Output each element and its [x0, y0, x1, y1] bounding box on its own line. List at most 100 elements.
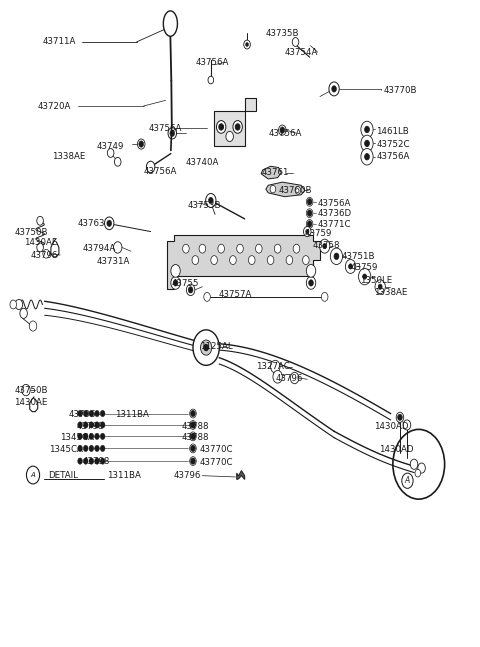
Circle shape — [15, 300, 23, 309]
Polygon shape — [261, 166, 281, 179]
Circle shape — [322, 292, 328, 302]
Circle shape — [306, 276, 316, 289]
Circle shape — [173, 280, 178, 286]
Text: 43750B: 43750B — [14, 228, 48, 237]
Circle shape — [290, 372, 299, 384]
Circle shape — [193, 330, 219, 366]
Circle shape — [211, 256, 217, 265]
Circle shape — [359, 269, 371, 285]
Circle shape — [89, 422, 94, 428]
Circle shape — [84, 458, 88, 465]
Circle shape — [216, 120, 226, 133]
Text: 43753B: 43753B — [187, 201, 221, 210]
Circle shape — [208, 76, 214, 84]
Circle shape — [29, 321, 37, 331]
Text: 1311BA: 1311BA — [108, 470, 141, 479]
Circle shape — [273, 371, 282, 383]
Circle shape — [137, 139, 145, 149]
Text: DETAIL: DETAIL — [48, 470, 78, 479]
Circle shape — [89, 410, 94, 417]
Circle shape — [100, 422, 105, 428]
Circle shape — [219, 124, 224, 130]
Circle shape — [78, 458, 83, 465]
Circle shape — [78, 422, 83, 428]
Circle shape — [306, 219, 313, 228]
Text: 43794A: 43794A — [83, 244, 116, 253]
Text: 43756A: 43756A — [195, 58, 228, 67]
Circle shape — [170, 130, 175, 137]
Text: 43796: 43796 — [68, 410, 96, 419]
Circle shape — [365, 126, 369, 133]
Circle shape — [218, 245, 225, 253]
Circle shape — [95, 458, 99, 465]
Circle shape — [334, 253, 339, 259]
Circle shape — [410, 459, 418, 469]
Circle shape — [113, 242, 122, 253]
Circle shape — [323, 244, 326, 248]
Text: 1430AD: 1430AD — [379, 445, 413, 454]
Circle shape — [146, 161, 155, 173]
Circle shape — [375, 280, 385, 294]
Polygon shape — [167, 235, 320, 289]
Circle shape — [346, 259, 356, 274]
Text: A: A — [31, 472, 36, 478]
Circle shape — [204, 292, 210, 302]
Text: 43740A: 43740A — [186, 158, 219, 167]
Text: 43735B: 43735B — [266, 28, 300, 38]
Circle shape — [286, 256, 293, 265]
Circle shape — [361, 121, 373, 138]
Circle shape — [293, 245, 300, 253]
Circle shape — [10, 300, 16, 309]
Circle shape — [95, 422, 99, 428]
Text: 43770B: 43770B — [384, 85, 417, 94]
Circle shape — [330, 248, 343, 265]
Circle shape — [229, 256, 236, 265]
Circle shape — [255, 245, 262, 253]
Circle shape — [403, 420, 411, 430]
Circle shape — [84, 410, 88, 417]
Text: 1345CA: 1345CA — [49, 444, 84, 454]
Polygon shape — [214, 98, 256, 146]
Text: 43761: 43761 — [261, 168, 288, 177]
Text: 43763: 43763 — [78, 219, 105, 228]
Text: 43798: 43798 — [77, 422, 104, 432]
Circle shape — [114, 157, 121, 166]
Circle shape — [105, 217, 114, 230]
Text: 43798: 43798 — [83, 457, 110, 466]
Circle shape — [307, 221, 312, 227]
Text: 43756A: 43756A — [144, 167, 177, 176]
Circle shape — [233, 120, 242, 133]
Circle shape — [43, 249, 49, 258]
Circle shape — [361, 135, 373, 151]
Text: 1345CA: 1345CA — [60, 433, 94, 442]
Circle shape — [78, 445, 83, 452]
Circle shape — [244, 40, 251, 49]
Circle shape — [89, 433, 94, 439]
Circle shape — [20, 308, 27, 318]
Circle shape — [191, 410, 195, 417]
Circle shape — [306, 209, 313, 217]
Text: 43771C: 43771C — [318, 220, 351, 229]
Circle shape — [37, 216, 43, 225]
Circle shape — [205, 193, 216, 208]
Circle shape — [84, 433, 88, 439]
Circle shape — [306, 197, 313, 206]
Circle shape — [78, 433, 83, 439]
Text: 1311BA: 1311BA — [115, 410, 149, 419]
Circle shape — [320, 239, 330, 253]
Circle shape — [270, 185, 276, 193]
Circle shape — [249, 256, 255, 265]
Circle shape — [168, 127, 177, 139]
Circle shape — [302, 256, 309, 265]
Circle shape — [309, 280, 313, 286]
Text: 43754A: 43754A — [285, 48, 318, 57]
Circle shape — [191, 458, 195, 465]
Circle shape — [415, 469, 420, 477]
Circle shape — [191, 422, 195, 428]
Circle shape — [365, 153, 369, 160]
Circle shape — [191, 433, 195, 439]
Polygon shape — [266, 182, 305, 197]
Circle shape — [397, 414, 402, 421]
Circle shape — [295, 186, 300, 194]
Circle shape — [361, 149, 373, 165]
